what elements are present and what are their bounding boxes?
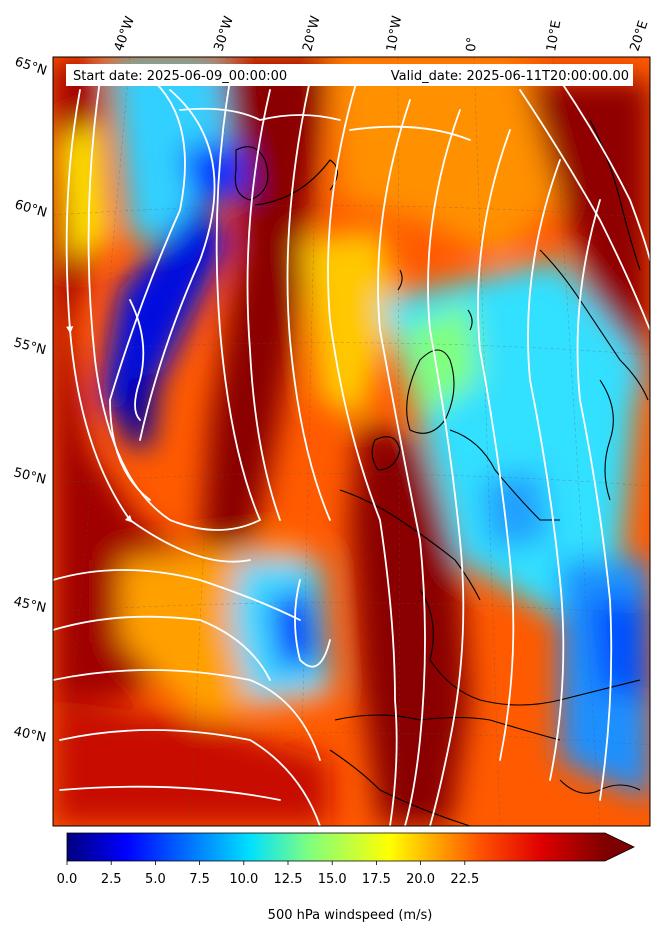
colorbar-tick-label: 7.5 xyxy=(189,872,210,887)
lon-label: 10°W xyxy=(384,15,405,53)
date-header-box xyxy=(66,64,633,86)
lon-label: 20°E xyxy=(628,19,652,53)
lat-label: 65°N xyxy=(13,55,49,79)
colorbar: 0.0 2.5 5.0 7.5 10.0 12.5 15.0 17.5 20.0 22.5 500… xyxy=(57,832,635,923)
colorbar-tick-label: 17.5 xyxy=(362,872,391,887)
start-date-text: Start date: 2025-06-09_00:00:00 xyxy=(73,69,287,84)
lon-label: 20°W xyxy=(300,14,323,53)
colorbar-tick-label: 0.0 xyxy=(57,872,78,887)
colorbar-tick-label: 15.0 xyxy=(318,872,347,887)
colorbar-ticks: 0.0 2.5 5.0 7.5 10.0 12.5 15.0 17.5 20.0 22.5 xyxy=(57,861,479,887)
windspeed-field xyxy=(53,57,650,826)
colorbar-gradient xyxy=(67,833,605,861)
lat-label: 45°N xyxy=(12,594,47,616)
colorbar-outline xyxy=(66,832,635,862)
lon-label: 10°E xyxy=(544,19,564,52)
colorbar-tick-label: 5.0 xyxy=(145,872,166,887)
colorbar-tick-label: 2.5 xyxy=(101,872,122,887)
valid-date-text: Valid_date: 2025-06-11T20:00:00.00 xyxy=(391,69,629,84)
colorbar-extend-triangle xyxy=(605,833,634,861)
colorbar-tick-label: 10.0 xyxy=(229,872,258,887)
colorbar-tick-label: 12.5 xyxy=(274,872,303,887)
lon-label: 40°W xyxy=(112,14,138,53)
lon-label: 0° xyxy=(464,36,480,52)
lat-label: 60°N xyxy=(13,197,49,220)
colorbar-label: 500 hPa windspeed (m/s) xyxy=(268,908,433,923)
colorbar-tick-label: 20.0 xyxy=(406,872,435,887)
lon-label: 30°W xyxy=(212,14,237,53)
lat-label: 55°N xyxy=(12,335,48,358)
lat-label: 40°N xyxy=(12,724,47,745)
lat-label: 50°N xyxy=(12,465,47,487)
longitude-labels: 40°W 30°W 20°W 10°W 0° 10°E 20°E xyxy=(112,14,652,53)
latitude-labels: 65°N 60°N 55°N 50°N 45°N 40°N xyxy=(12,55,49,746)
map-frame xyxy=(52,56,651,827)
colorbar-tick-label: 22.5 xyxy=(450,872,479,887)
